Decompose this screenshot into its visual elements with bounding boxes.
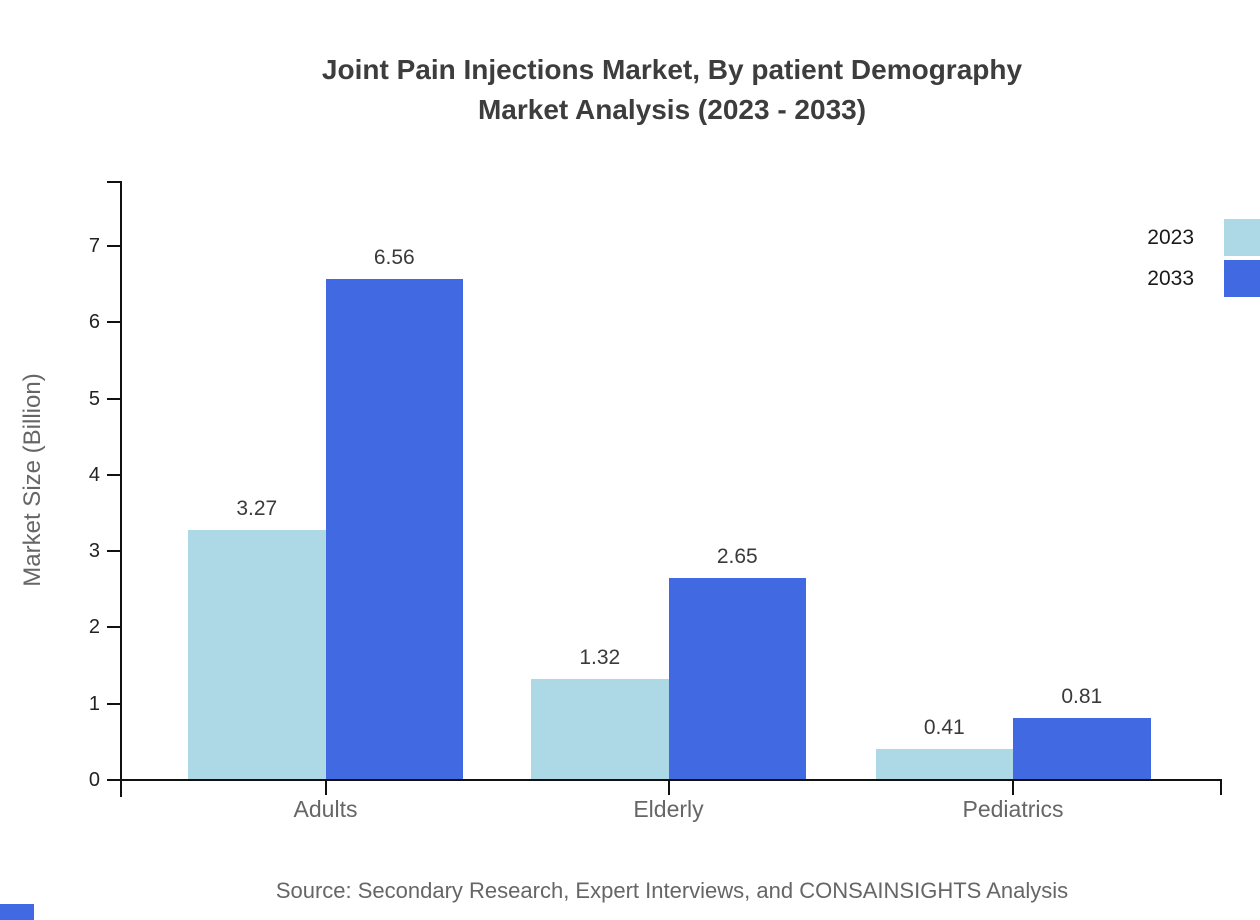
legend-label-2023: 2023: [1147, 225, 1194, 249]
y-tick-label-7: 7: [88, 234, 100, 257]
y-tick-label-6: 6: [88, 311, 100, 334]
bar-2033-pediatrics: [1013, 718, 1151, 780]
y-tick-5: [107, 397, 121, 400]
legend-swatch-2033: [1224, 260, 1260, 297]
legend-label-2033: 2033: [1147, 266, 1194, 290]
y-tick-label-2: 2: [88, 616, 100, 639]
legend: 2023 2033: [1094, 219, 1260, 297]
source-note: Source: Secondary Research, Expert Inter…: [275, 878, 1069, 903]
x-axis-line: [107, 779, 1222, 781]
brand-corner-mark: [0, 904, 34, 920]
y-axis-line: [120, 181, 122, 797]
bar-2023-adults: [188, 530, 326, 780]
y-tick-7: [107, 244, 121, 247]
y-tick-label-5: 5: [88, 387, 100, 410]
value-label-2033-pediatrics: 0.81: [1061, 685, 1103, 709]
value-label-2023-adults: 3.27: [236, 497, 278, 521]
x-tick-elderly: [667, 781, 670, 795]
y-tick-6: [107, 321, 121, 324]
y-tick-2: [107, 626, 121, 629]
value-label-2023-pediatrics: 0.41: [923, 715, 965, 739]
x-tick-adults: [324, 781, 327, 795]
y-tick-label-1: 1: [88, 692, 100, 715]
bar-2033-elderly: [668, 577, 806, 780]
legend-item-2033: 2033: [1094, 260, 1260, 297]
legend-item-2023: 2023: [1094, 219, 1260, 256]
chart-title: Joint Pain Injections Market, By patient…: [84, 50, 1260, 130]
category-label-adults: Adults: [293, 796, 358, 822]
value-label-2033-adults: 6.56: [373, 246, 415, 270]
y-tick-label-4: 4: [88, 463, 100, 486]
x-tick-pediatrics: [1012, 781, 1014, 795]
y-tick-1: [107, 702, 121, 705]
x-axis-end-cap: [1220, 779, 1222, 795]
chart-title-line1: Joint Pain Injections Market, By patient…: [321, 54, 1023, 85]
y-tick-4: [107, 473, 121, 476]
bar-2023-elderly: [531, 679, 669, 780]
category-label-pediatrics: Pediatrics: [962, 796, 1064, 822]
legend-swatch-2023: [1224, 219, 1260, 256]
category-label-elderly: Elderly: [633, 796, 704, 822]
bar-2023-pediatrics: [875, 748, 1013, 780]
chart-title-line2: Market Analysis (2023 - 2033): [477, 94, 867, 125]
value-label-2023-elderly: 1.32: [579, 646, 621, 670]
y-tick-label-3: 3: [88, 540, 100, 563]
y-tick-label-0: 0: [88, 769, 100, 791]
bar-2033-adults: [325, 279, 463, 780]
y-axis-end-cap: [107, 181, 121, 183]
y-tick-0: [107, 779, 121, 781]
value-label-2033-elderly: 2.65: [716, 544, 758, 568]
y-tick-3: [107, 550, 121, 553]
